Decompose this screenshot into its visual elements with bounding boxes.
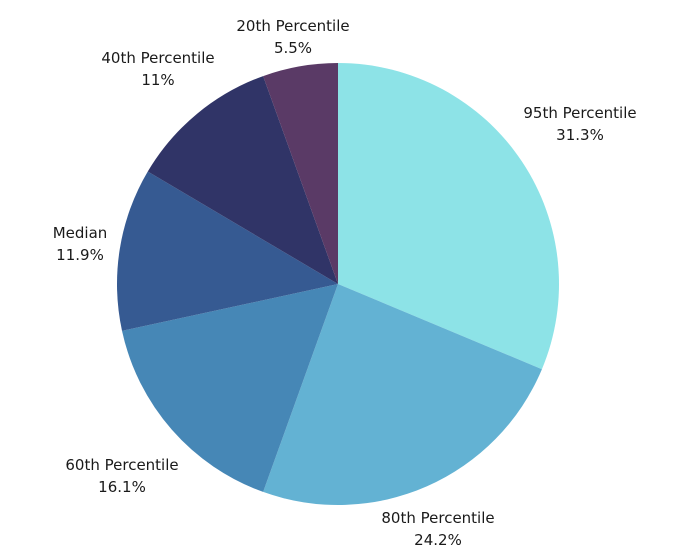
pie-slice-60th-percentile [122,284,339,492]
slice-label-value: 31.3% [556,126,604,144]
slice-label-name: Median [53,224,108,242]
slice-label-value: 16.1% [98,478,146,496]
slice-label-value: 24.2% [414,531,462,549]
pie-slice-median [116,171,339,331]
slice-label: 20th Percentile 5.5% [236,17,349,57]
pie-slice-80th-percentile [263,284,542,505]
slice-label-name: 40th Percentile [101,49,214,67]
slice-label: Median 11.9% [53,224,108,264]
slice-label: 95th Percentile 31.3% [523,104,636,144]
pie-slices [116,63,559,505]
slice-label-value: 5.5% [274,39,312,57]
slice-label-value: 11% [141,71,174,89]
slice-label-name: 80th Percentile [381,509,494,527]
slice-label-name: 60th Percentile [65,456,178,474]
pie-slice-20th-percentile [263,63,338,284]
slice-label-name: 20th Percentile [236,17,349,35]
slice-label: 40th Percentile 11% [101,49,214,89]
slice-label-value: 11.9% [56,246,104,264]
pie-slice-40th-percentile [147,76,338,284]
slice-label-name: 95th Percentile [523,104,636,122]
pie-labels: 95th Percentile 31.3% 80th Percentile 24.2%… [53,17,637,549]
slice-label: 60th Percentile 16.1% [65,456,178,496]
slice-label: 80th Percentile 24.2% [381,509,494,549]
pie-slice-95th-percentile [338,63,559,370]
